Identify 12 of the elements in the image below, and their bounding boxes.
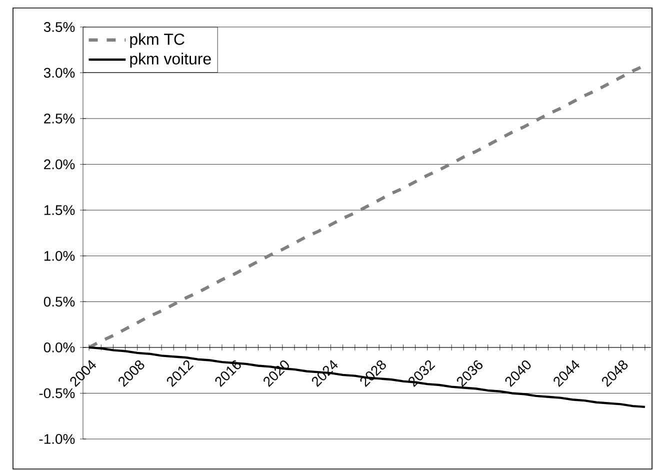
y-tick-label: 1.0% — [44, 250, 75, 261]
y-tick-label: 2.5% — [44, 114, 75, 124]
y-tick-label: 3.5% — [44, 22, 75, 32]
legend-label: pkm TC — [130, 33, 184, 48]
y-tick-label: 2.0% — [44, 159, 75, 170]
y-tick-label: -1.0% — [39, 434, 75, 444]
y-tick-label: -0.5% — [39, 388, 75, 398]
legend-label: pkm voiture — [130, 52, 211, 68]
y-tick-label: 0.0% — [44, 342, 75, 352]
y-tick-label: 1.5% — [44, 205, 75, 216]
y-tick-label: 3.0% — [44, 68, 75, 78]
y-tick-label: 0.5% — [44, 296, 75, 307]
